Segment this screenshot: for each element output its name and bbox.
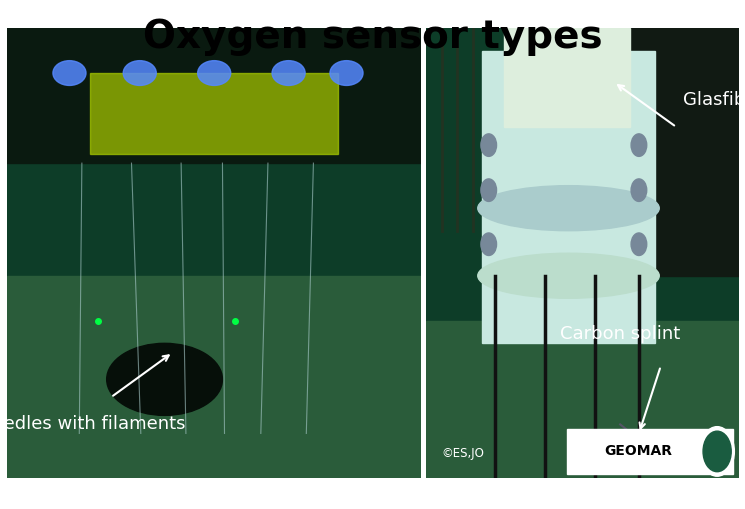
Bar — [90, 73, 338, 154]
Text: Glasfiber: Glasfiber — [682, 91, 745, 109]
Ellipse shape — [107, 343, 223, 415]
Circle shape — [481, 179, 496, 202]
Bar — [426, 321, 739, 478]
Bar — [504, 28, 630, 127]
Bar — [598, 28, 739, 276]
Ellipse shape — [53, 61, 86, 86]
Ellipse shape — [478, 186, 659, 231]
Circle shape — [631, 233, 647, 256]
Text: ©ES,JO: ©ES,JO — [442, 447, 485, 461]
Circle shape — [481, 233, 496, 256]
Bar — [483, 50, 655, 344]
Circle shape — [631, 134, 647, 156]
Ellipse shape — [478, 253, 659, 298]
Bar — [7, 28, 421, 163]
Ellipse shape — [330, 61, 363, 86]
Text: Needles with filaments: Needles with filaments — [0, 415, 185, 433]
Circle shape — [703, 431, 731, 472]
Ellipse shape — [197, 61, 231, 86]
Ellipse shape — [123, 61, 156, 86]
Text: GEOMAR: GEOMAR — [604, 444, 673, 459]
Circle shape — [481, 134, 496, 156]
Text: Oxygen sensor types: Oxygen sensor types — [143, 18, 602, 56]
Bar — [567, 429, 733, 474]
Bar — [7, 276, 421, 478]
Ellipse shape — [272, 61, 305, 86]
Text: Carbon splint: Carbon splint — [560, 325, 680, 344]
Circle shape — [631, 179, 647, 202]
Circle shape — [700, 427, 735, 476]
